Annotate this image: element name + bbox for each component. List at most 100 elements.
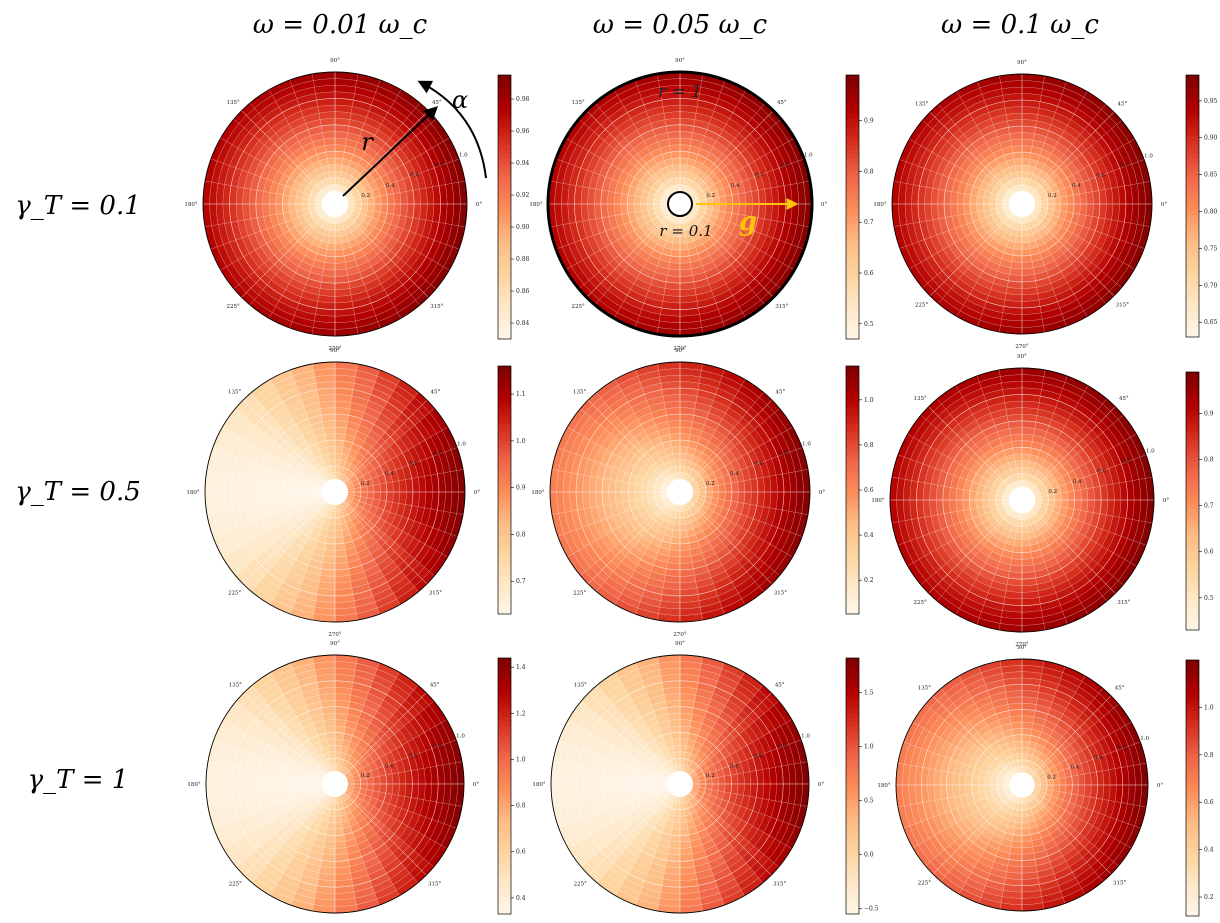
polar-cell	[635, 484, 642, 492]
polar-cell	[1087, 500, 1095, 513]
polar-cell	[680, 243, 688, 250]
polar-cell	[1022, 159, 1030, 166]
polar-cell	[976, 492, 983, 500]
polar-panel-r3c1: 0°45°90°135°180°225°270°315°0.20.40.60.8…	[187, 641, 525, 919]
polar-cell	[680, 550, 691, 557]
colorbar-band	[846, 593, 859, 598]
angle-tick-label: 90°	[1017, 60, 1027, 66]
colorbar-tick-label: 0.9	[516, 485, 526, 492]
polar-cell	[1048, 500, 1055, 506]
colorbar-band	[498, 482, 511, 487]
radial-tick-label: 0.6	[1096, 173, 1105, 179]
polar-cell	[296, 485, 303, 492]
polar-cell	[324, 427, 335, 434]
colorbar-band	[498, 304, 511, 309]
colorbar-band	[846, 97, 859, 102]
colorbar-band	[498, 299, 511, 304]
colorbar-band	[498, 229, 511, 234]
polar-cell	[672, 243, 680, 250]
polar-cell	[1080, 489, 1088, 500]
angle-tick-label: 315°	[775, 304, 788, 310]
polar-cell	[387, 204, 394, 214]
polar-cell	[671, 537, 680, 544]
polar-cell	[1013, 545, 1022, 552]
polar-cell	[335, 453, 342, 460]
polar-cell	[669, 138, 680, 146]
colorbar-band	[846, 564, 859, 569]
colorbar-band	[1186, 149, 1199, 154]
colorbar-band	[846, 247, 859, 252]
polar-cell	[1013, 249, 1022, 256]
radial-tick-label: 0.4	[386, 183, 395, 189]
radial-tick-label: 0.8	[780, 163, 789, 169]
colorbar-band	[1186, 154, 1199, 159]
colorbar-band	[1186, 158, 1199, 163]
colorbar-band	[1186, 136, 1199, 141]
colorbar-tick-label: 0.6	[864, 270, 874, 277]
angle-tick-label: 90°	[330, 58, 340, 64]
polar-cell	[667, 269, 680, 277]
colorbar-tick-label: 0.90	[1204, 135, 1218, 142]
colorbar-band	[846, 84, 859, 89]
colorbar-tick-label: 0.70	[1204, 282, 1218, 289]
colorbar-band	[846, 189, 859, 194]
colorbar-band	[1186, 492, 1199, 497]
polar-cell	[1054, 204, 1061, 211]
polar-cell	[628, 492, 635, 501]
colorbar-band	[1186, 171, 1199, 176]
polar-cell	[667, 131, 680, 139]
polar-cell	[374, 196, 381, 204]
polar-cell	[327, 243, 335, 250]
colorbar-band	[846, 154, 859, 159]
colorbar-band	[1186, 184, 1199, 189]
colorbar-band	[1186, 206, 1199, 211]
colorbar-tick-label: 0.94	[516, 160, 530, 167]
polar-cell	[1022, 262, 1033, 269]
polar-cell	[1022, 146, 1032, 153]
polar-cell	[641, 485, 648, 492]
inner-hole	[1009, 487, 1035, 513]
polar-cell	[1012, 552, 1022, 559]
colorbar-band	[1186, 467, 1199, 472]
colorbar-band	[1186, 372, 1199, 377]
polar-cell	[335, 848, 347, 855]
colorbar-band	[1186, 480, 1199, 485]
colorbar-band	[846, 461, 859, 466]
polar-cell	[283, 492, 290, 501]
polar-cell	[668, 421, 680, 428]
colorbar-band	[498, 407, 511, 412]
colorbar-band	[498, 313, 511, 318]
polar-cell	[326, 151, 335, 158]
colorbar-band	[846, 251, 859, 256]
colorbar-band	[846, 560, 859, 565]
polar-cell	[672, 158, 680, 165]
polar-cell	[680, 537, 689, 544]
polar-cell	[956, 489, 964, 500]
colorbar-band	[498, 366, 511, 371]
polar-cell	[725, 492, 732, 501]
polar-cell	[1073, 204, 1080, 214]
colorbar-band	[846, 304, 859, 309]
radial-tick-label: 0.8	[1122, 459, 1131, 465]
colorbar-tick-label: 0.98	[516, 96, 530, 103]
colorbar-band	[498, 527, 511, 532]
colorbar-band	[498, 172, 511, 177]
colorbar-tick-label: 0.7	[1204, 503, 1214, 510]
colorbar-band	[846, 432, 859, 437]
polar-cell	[1016, 230, 1022, 237]
polar-cell	[951, 204, 958, 216]
colorbar-band	[1186, 232, 1199, 237]
colorbar-band	[498, 150, 511, 155]
colorbar-band	[846, 79, 859, 84]
colorbar-band	[498, 194, 511, 199]
polar-cell	[680, 145, 690, 152]
colorbar-band	[1186, 315, 1199, 320]
polar-cell	[680, 138, 691, 146]
polar-panel-r1c1: 0°45°90°135°180°225°270°315°0.20.40.60.8…	[184, 58, 529, 352]
angle-tick-label: 0°	[1161, 202, 1167, 208]
polar-cell	[680, 171, 686, 178]
colorbar-band	[498, 469, 511, 474]
polar-cell	[282, 204, 289, 213]
polar-cell	[262, 191, 270, 204]
polar-cell	[970, 204, 977, 213]
